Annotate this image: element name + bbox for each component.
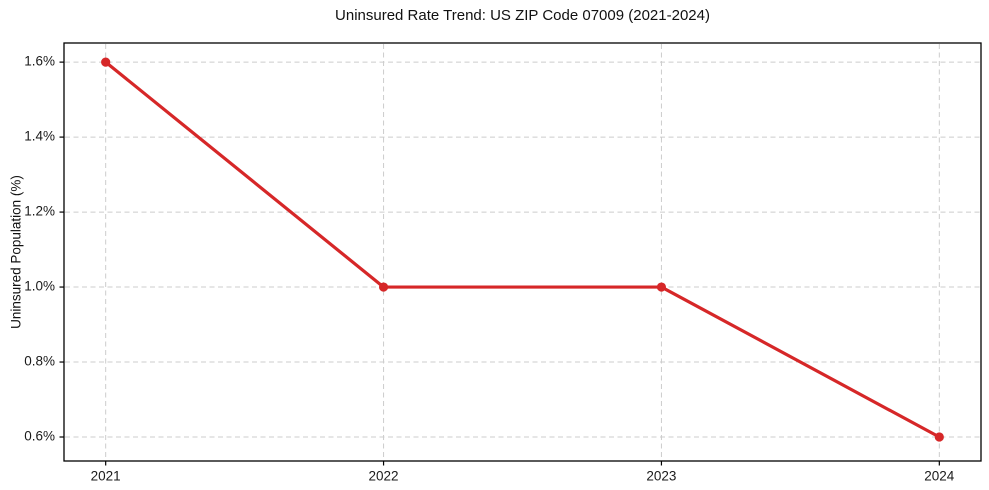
data-point-marker	[934, 432, 944, 442]
x-tick-label: 2021	[91, 469, 121, 484]
y-tick-label: 1.0%	[24, 279, 55, 294]
data-point-marker	[378, 282, 389, 292]
trend-line	[104, 60, 941, 439]
y-tick-label: 1.6%	[24, 54, 55, 69]
y-tick-label: 0.6%	[24, 429, 55, 444]
x-tick-label: 2023	[646, 469, 676, 484]
chart-title: Uninsured Rate Trend: US ZIP Code 07009 …	[335, 7, 710, 24]
data-point-marker	[656, 282, 667, 292]
x-tick-label: 2022	[369, 469, 399, 484]
y-tick-label: 0.8%	[24, 354, 55, 369]
data-point-marker	[101, 57, 111, 67]
x-tick-label: 2024	[924, 469, 955, 484]
plot-border	[63, 42, 982, 462]
y-axis-label: Uninsured Population (%)	[8, 175, 24, 329]
y-tick-label: 1.4%	[24, 129, 55, 144]
y-tick-label: 1.2%	[24, 204, 55, 219]
